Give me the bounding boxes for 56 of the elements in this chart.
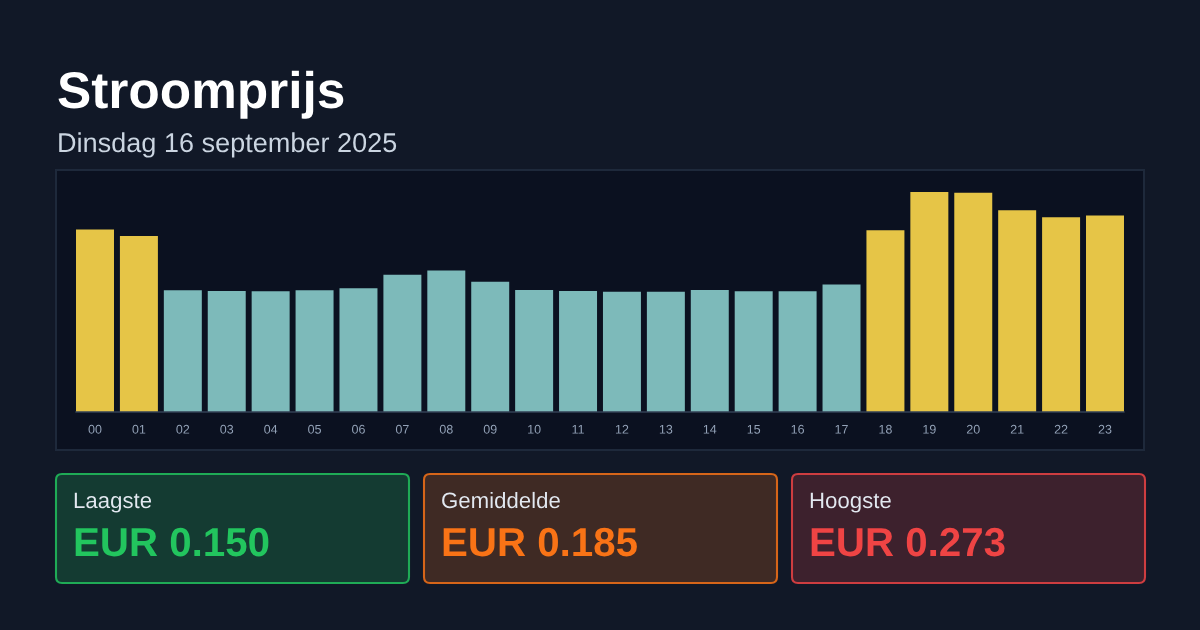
bar — [910, 192, 949, 412]
bar — [954, 192, 993, 412]
bar — [1042, 217, 1081, 412]
bar — [1086, 215, 1124, 412]
bar — [163, 290, 202, 412]
bar — [602, 291, 641, 412]
bar — [427, 270, 466, 412]
bar — [559, 291, 598, 412]
bar — [646, 291, 685, 412]
x-tick-label: 11 — [572, 424, 584, 434]
chart-subtitle: Dinsdag 16 september 2025 — [59, 132, 397, 158]
bar — [339, 288, 378, 412]
x-tick-label: 12 — [615, 424, 629, 434]
bar — [822, 284, 861, 412]
text: Laagste — [74, 492, 152, 513]
x-tick-label: 08 — [439, 424, 453, 434]
x-tick-label: 16 — [791, 424, 805, 434]
x-tick-label: 13 — [659, 424, 673, 434]
bar — [76, 229, 114, 412]
chart-title: Stroomprijs — [58, 70, 344, 119]
bar — [383, 274, 422, 412]
bar — [295, 290, 334, 412]
x-tick-label: 05 — [308, 424, 321, 434]
bar — [251, 291, 290, 412]
text: EUR 0.185 — [443, 527, 637, 557]
x-tick-label: 06 — [352, 424, 365, 434]
x-tick-label: 15 — [747, 424, 761, 434]
bar — [515, 289, 554, 412]
x-tick-label: 20 — [966, 424, 980, 434]
x-tick-label: 03 — [220, 424, 234, 434]
bar — [690, 289, 729, 412]
bar — [866, 230, 905, 412]
text: Gemiddelde — [442, 491, 560, 509]
x-tick-label: 21 — [1010, 424, 1024, 434]
x-tick-label: 04 — [264, 424, 278, 434]
x-tick-label: 10 — [528, 424, 541, 434]
text: EUR 0.150 — [75, 527, 269, 557]
x-tick-label: 23 — [1098, 424, 1112, 434]
text: EUR 0.273 — [811, 527, 1005, 557]
bar — [778, 291, 817, 412]
x-tick-label: 14 — [703, 424, 717, 434]
x-tick-label: 22 — [1054, 424, 1068, 434]
bar — [119, 236, 158, 412]
x-tick-label: 17 — [835, 424, 848, 434]
bar — [734, 291, 773, 412]
x-tick-label: 00 — [88, 424, 102, 434]
bar — [471, 281, 510, 412]
x-tick-label: 09 — [483, 424, 497, 434]
bar — [998, 210, 1037, 412]
text: Hoogste — [810, 492, 891, 513]
x-tick-label: 19 — [923, 424, 936, 434]
bar — [207, 291, 246, 412]
x-tick-label: 02 — [176, 424, 190, 434]
x-tick-label: 01 — [132, 424, 146, 434]
x-tick-label: 18 — [879, 424, 892, 434]
x-tick-label: 07 — [395, 424, 409, 434]
